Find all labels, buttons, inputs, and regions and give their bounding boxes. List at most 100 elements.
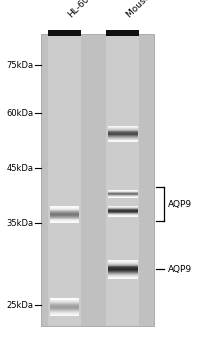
Text: AQP9: AQP9 <box>168 199 192 209</box>
Bar <box>108 212 138 213</box>
Bar <box>108 209 138 210</box>
Bar <box>108 126 138 127</box>
Bar <box>48 34 81 326</box>
Bar <box>50 309 79 310</box>
Bar <box>108 268 138 270</box>
Bar <box>50 314 79 315</box>
Text: AQP9: AQP9 <box>168 265 192 274</box>
Bar <box>108 135 138 136</box>
Text: 35kDa: 35kDa <box>6 218 33 228</box>
Text: 60kDa: 60kDa <box>6 109 33 118</box>
Bar <box>108 273 138 274</box>
Bar <box>108 266 138 267</box>
Bar <box>106 30 139 36</box>
Bar <box>50 313 79 314</box>
Bar <box>108 137 138 138</box>
Bar <box>108 191 138 192</box>
Bar <box>108 265 138 266</box>
Bar <box>108 190 138 191</box>
Bar <box>108 278 138 279</box>
Bar <box>108 276 138 277</box>
Bar <box>50 214 79 215</box>
Bar <box>108 263 138 264</box>
Bar <box>108 132 138 133</box>
Bar <box>108 262 138 263</box>
Bar <box>48 30 81 36</box>
Bar <box>108 141 138 142</box>
Bar <box>108 138 138 139</box>
Bar <box>108 196 138 197</box>
Bar <box>108 264 138 265</box>
Text: HL-60: HL-60 <box>66 0 91 19</box>
Bar <box>50 215 79 216</box>
Bar <box>50 305 79 306</box>
Text: 25kDa: 25kDa <box>6 301 33 310</box>
Bar <box>108 206 138 207</box>
Bar <box>50 216 79 217</box>
Bar <box>108 193 138 194</box>
Bar <box>108 127 138 128</box>
Bar <box>50 207 79 208</box>
Bar <box>50 221 79 222</box>
Text: 45kDa: 45kDa <box>6 164 33 173</box>
Bar <box>50 208 79 209</box>
Bar <box>50 302 79 303</box>
Bar <box>50 299 79 300</box>
Bar <box>108 194 138 195</box>
Bar <box>50 315 79 316</box>
Bar <box>108 274 138 275</box>
Bar <box>50 218 79 219</box>
Bar <box>108 207 138 208</box>
Bar <box>108 272 138 273</box>
Bar <box>50 304 79 305</box>
Bar <box>108 271 138 272</box>
Bar <box>50 220 79 221</box>
Bar <box>50 306 79 307</box>
Bar <box>108 128 138 129</box>
Bar <box>41 34 154 326</box>
Bar <box>50 308 79 309</box>
Bar <box>50 211 79 212</box>
Bar <box>108 129 138 130</box>
Bar <box>108 260 138 261</box>
Bar <box>50 210 79 211</box>
Bar <box>108 131 138 132</box>
Bar <box>108 205 138 206</box>
Bar <box>108 277 138 278</box>
Bar <box>50 222 79 223</box>
Bar <box>108 133 138 134</box>
Bar <box>108 197 138 198</box>
Bar <box>108 267 138 268</box>
Bar <box>50 219 79 220</box>
Bar <box>108 213 138 214</box>
Bar <box>50 206 79 207</box>
Bar <box>108 136 138 137</box>
Bar <box>50 311 79 312</box>
Bar <box>50 307 79 308</box>
Bar <box>50 300 79 301</box>
Bar <box>108 134 138 135</box>
Bar <box>50 301 79 302</box>
Bar <box>108 208 138 209</box>
Text: 75kDa: 75kDa <box>6 61 33 70</box>
Bar <box>108 210 138 211</box>
Bar <box>50 298 79 299</box>
Bar <box>50 312 79 313</box>
Bar <box>108 275 138 276</box>
Bar <box>50 209 79 210</box>
Bar <box>108 195 138 196</box>
Bar <box>106 34 139 326</box>
Bar <box>50 217 79 218</box>
Bar <box>50 310 79 311</box>
Bar <box>108 216 138 217</box>
Bar <box>50 212 79 213</box>
Bar <box>108 261 138 262</box>
Bar <box>108 140 138 141</box>
Bar <box>108 270 138 271</box>
Bar <box>108 130 138 131</box>
Bar <box>108 215 138 216</box>
Bar <box>108 214 138 215</box>
Bar <box>50 303 79 304</box>
Text: Mouse liver: Mouse liver <box>125 0 168 19</box>
Bar <box>108 139 138 140</box>
